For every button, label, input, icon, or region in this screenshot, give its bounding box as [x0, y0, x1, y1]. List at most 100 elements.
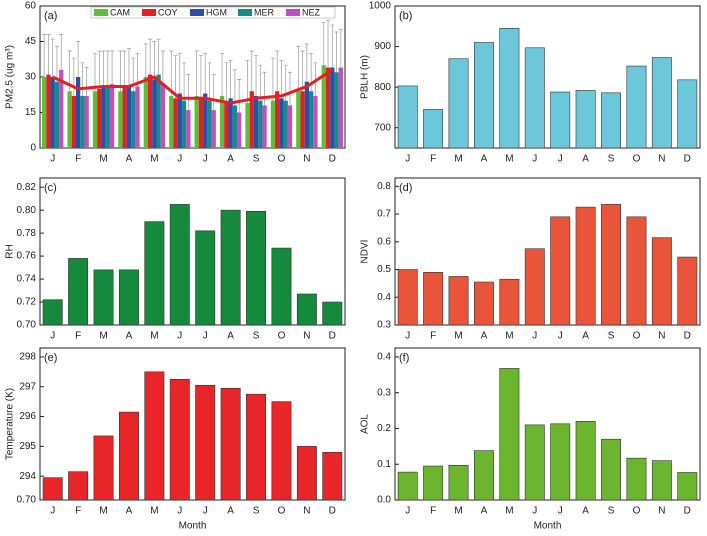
bar [296, 88, 301, 148]
bar [195, 384, 216, 501]
bar [198, 98, 204, 148]
bar [626, 65, 647, 149]
bar [258, 100, 263, 148]
x-tick-label: N [303, 154, 310, 165]
x-tick-label: S [608, 154, 615, 165]
x-tick-label: O [633, 331, 641, 342]
error-bar [270, 57, 275, 101]
x-tick-label: O [278, 154, 286, 165]
x-tick-label: N [658, 154, 665, 165]
y-tick-label: 0.2 [377, 423, 391, 434]
bar [651, 57, 672, 149]
x-tick-label: O [633, 154, 641, 165]
panel-label: (a) [44, 10, 57, 22]
y-tick-label: 0.3 [377, 387, 391, 398]
x-tick-label: D [329, 506, 336, 517]
y-tick-label: 0.80 [17, 205, 37, 216]
y-tick-label: 295 [19, 441, 36, 452]
y-tick-label: 0.6 [377, 236, 391, 247]
bar [397, 85, 418, 149]
x-tick-label: M [99, 154, 107, 165]
error-bar [80, 62, 85, 96]
bar [626, 216, 647, 326]
y-axis-label: RH [5, 244, 16, 258]
panel-label: (c) [44, 182, 57, 194]
x-tick-label: A [227, 154, 234, 165]
error-bar [228, 60, 233, 99]
x-axis-label: Month [534, 521, 562, 532]
bar [575, 90, 596, 149]
x-tick-label: J [405, 331, 410, 342]
bar [287, 105, 293, 148]
bar [46, 74, 51, 148]
y-tick-label: 0.4 [377, 292, 391, 303]
bar [93, 269, 114, 326]
bar [67, 91, 72, 148]
x-tick-label: O [278, 331, 286, 342]
legend-label: MER [254, 7, 275, 17]
bar [499, 278, 520, 326]
y-tick-label: 0.70 [17, 495, 37, 506]
bar [473, 281, 494, 326]
error-bar [182, 62, 187, 101]
bar [143, 77, 148, 148]
bar [246, 211, 266, 326]
y-tick-label: 0.0 [377, 495, 391, 506]
legend-label: CAM [110, 7, 130, 17]
bar [677, 256, 698, 326]
error-bar [198, 55, 203, 99]
panel-label: (b) [399, 10, 412, 22]
mean-line [52, 68, 334, 105]
y-tick-label: 900 [374, 41, 391, 52]
bar [186, 110, 191, 148]
legend-swatch [94, 9, 108, 16]
x-tick-label: S [253, 506, 260, 517]
y-tick-label: 0.70 [17, 320, 37, 331]
bar [270, 100, 276, 148]
panel-label: (f) [399, 352, 409, 364]
legend-box [90, 6, 336, 19]
x-tick-label: O [633, 506, 641, 517]
bar [253, 95, 259, 148]
x-tick-label: F [75, 154, 81, 165]
error-bar [97, 50, 102, 89]
x-tick-label: S [608, 506, 615, 517]
error-bar [245, 60, 250, 104]
error-bar [194, 50, 199, 96]
error-bar [173, 55, 178, 99]
x-tick-label: N [658, 506, 665, 517]
bar [271, 247, 292, 326]
x-tick-label: F [430, 331, 436, 342]
y-tick-label: 298 [19, 352, 36, 363]
x-tick-label: N [303, 331, 310, 342]
x-tick-label: J [532, 154, 537, 165]
error-bar [46, 34, 51, 75]
y-tick-label: 297 [19, 381, 36, 392]
legend-label: COY [158, 7, 178, 17]
error-bar [76, 41, 81, 77]
bar [245, 103, 250, 148]
x-tick-label: J [532, 331, 537, 342]
x-tick-label: A [582, 506, 589, 517]
bar [473, 450, 494, 501]
bar [118, 91, 123, 148]
error-bar [338, 29, 343, 68]
bar [93, 435, 114, 501]
y-tick-label: 0.8 [377, 181, 391, 192]
error-bar [296, 45, 301, 89]
x-tick-label: J [50, 331, 55, 342]
bar [237, 112, 242, 148]
bar [300, 91, 305, 148]
bar [203, 93, 208, 148]
error-bar [93, 52, 98, 92]
bar [601, 92, 622, 149]
x-tick-label: O [278, 506, 286, 517]
y-tick-label: 60 [25, 1, 37, 12]
error-bar [207, 62, 212, 101]
bar [262, 105, 267, 148]
y-tick-label: 1000 [369, 1, 392, 12]
bar [249, 91, 254, 148]
bar [224, 103, 229, 148]
bar [160, 84, 166, 148]
x-tick-label: A [582, 331, 589, 342]
